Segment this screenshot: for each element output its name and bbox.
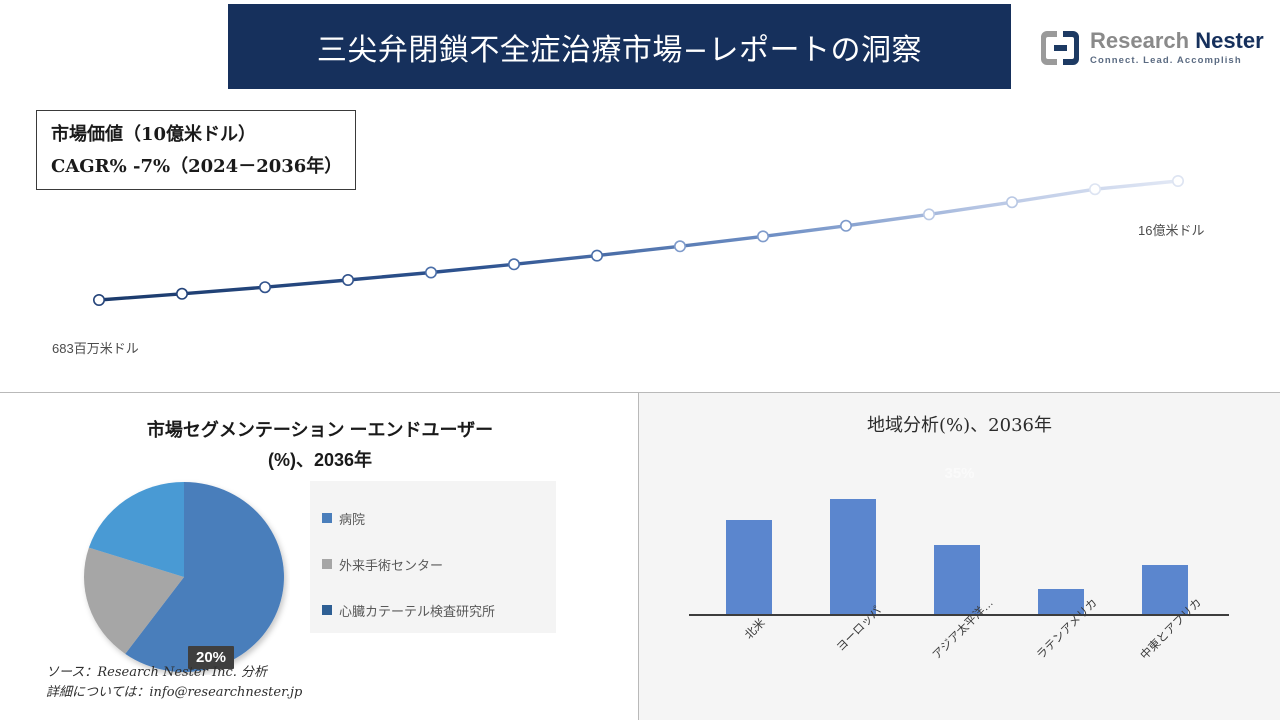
line-marker	[673, 240, 686, 253]
header-banner: 三尖弁閉鎖不全症治療市場−レポートの洞察	[228, 4, 1011, 89]
logo-text: Research Nester Connect. Lead. Accomplis…	[1090, 30, 1264, 66]
research-nester-logo-icon	[1038, 31, 1082, 65]
legend-item[interactable]: 病院	[322, 495, 546, 541]
line-chart-end-annotation: 16億米ドル	[1138, 223, 1205, 238]
segmentation-title: 市場セグメンテーション ーエンドユーザー (%)、2036年	[40, 415, 600, 475]
regional-analysis-panel: 地域分析(%)、2036年 35% 北米 ヨーロッパ アジア太平洋… ラテンアメリカ中…	[639, 393, 1280, 720]
line-marker	[258, 281, 271, 294]
pie-slice-group	[83, 482, 284, 672]
legend-swatch-icon	[322, 513, 332, 523]
pie-data-label: 20%	[188, 646, 235, 669]
bar-slot	[801, 455, 905, 615]
bar-slot	[697, 455, 801, 615]
line-marker	[590, 249, 603, 262]
market-value-line-1: 市場価値（10億米ドル）	[51, 124, 257, 145]
line-marker	[839, 219, 852, 232]
bar-slot	[905, 455, 1009, 615]
line-marker	[1172, 175, 1185, 188]
bar-category-slot: 中東とアフリカ	[1113, 597, 1217, 697]
bar-category-label: 北米	[742, 616, 768, 642]
line-series-markers	[93, 175, 1185, 307]
bar-category-slot: ヨーロッパ	[801, 605, 905, 697]
line-marker	[176, 287, 189, 300]
source-line-1: ソース：Research Nester Inc. 分析	[46, 665, 268, 680]
market-value-line-2: CAGR% -7%（2024－2036年）	[51, 156, 343, 177]
regional-bar-baseline	[689, 614, 1229, 616]
page-title: 三尖弁閉鎖不全症治療市場−レポートの洞察	[316, 32, 923, 68]
segmentation-legend: 病院外来手術センター心臓カテーテル検査研究所	[310, 481, 556, 633]
bar-rect[interactable]	[1038, 589, 1084, 615]
bar-category-slot: ラテンアメリカ	[1009, 597, 1113, 697]
line-marker	[424, 266, 437, 279]
source-note: ソース：Research Nester Inc. 分析 詳細については：info…	[46, 663, 302, 703]
legend-item-label: 病院	[339, 511, 366, 527]
bar-category-slot: 北米	[697, 617, 801, 697]
line-chart-svg	[93, 175, 1185, 307]
legend-item-label: 心臓カテーテル検査研究所	[339, 603, 496, 619]
regional-bar-chart	[697, 455, 1217, 615]
bar-slot	[1009, 455, 1113, 615]
line-series-path	[97, 179, 1180, 302]
bar-rect[interactable]	[934, 545, 980, 615]
regional-bar-x-axis: 北米 ヨーロッパ アジア太平洋… ラテンアメリカ 中東とアフリカ	[697, 597, 1217, 697]
segmentation-title-line-1: 市場セグメンテーション ーエンドユーザー	[146, 420, 494, 440]
legend-item[interactable]: 心臓カテーテル検査研究所	[322, 587, 546, 633]
logo-wordmark: Research Nester	[1090, 30, 1264, 52]
market-value-line-chart: 683百万米ドル 16億米ドル 2022年2023年2024年2025年2026…	[0, 90, 1280, 466]
line-marker	[756, 230, 769, 243]
line-marker	[922, 208, 935, 221]
regional-analysis-title: 地域分析(%)、2036年	[867, 415, 1052, 436]
legend-swatch-icon	[322, 605, 332, 615]
line-marker	[93, 294, 106, 307]
segmentation-title-line-2: (%)、2036年	[267, 450, 373, 470]
line-marker	[1089, 183, 1102, 196]
divider-horizontal	[0, 392, 1280, 393]
logo-word-research: Research	[1090, 28, 1190, 54]
logo-word-nester: Nester	[1195, 28, 1264, 54]
regional-center-data-label: 35%	[944, 465, 975, 482]
bar-rect[interactable]	[726, 520, 772, 615]
brand-logo: Research Nester Connect. Lead. Accomplis…	[1038, 22, 1264, 74]
bar-category-slot: アジア太平洋…	[905, 597, 1009, 697]
pie-slice	[125, 482, 284, 672]
legend-item[interactable]: 外来手術センター	[322, 541, 546, 587]
segmentation-pie-chart: 20%	[78, 479, 290, 675]
pie-svg	[83, 482, 284, 672]
bar-rect[interactable]	[830, 499, 876, 615]
line-marker	[341, 274, 354, 287]
logo-tagline: Connect. Lead. Accomplish	[1090, 55, 1242, 67]
line-chart-start-annotation: 683百万米ドル	[52, 341, 139, 356]
line-marker	[1005, 196, 1018, 209]
source-line-2: 詳細については：info@researchnester.jp	[46, 685, 303, 700]
market-value-box: 市場価値（10億米ドル） CAGR% -7%（2024－2036年）	[36, 110, 356, 190]
pie-slice	[83, 547, 184, 654]
bar-slot	[1113, 455, 1217, 615]
line-marker	[507, 258, 520, 271]
legend-item-label: 外来手術センター	[339, 557, 444, 573]
pie-slice	[88, 482, 184, 577]
legend-swatch-icon	[322, 559, 332, 569]
bar-rect[interactable]	[1142, 565, 1188, 615]
divider-vertical	[638, 393, 639, 720]
segmentation-panel: 市場セグメンテーション ーエンドユーザー (%)、2036年 20% 病院外来手…	[0, 393, 638, 720]
